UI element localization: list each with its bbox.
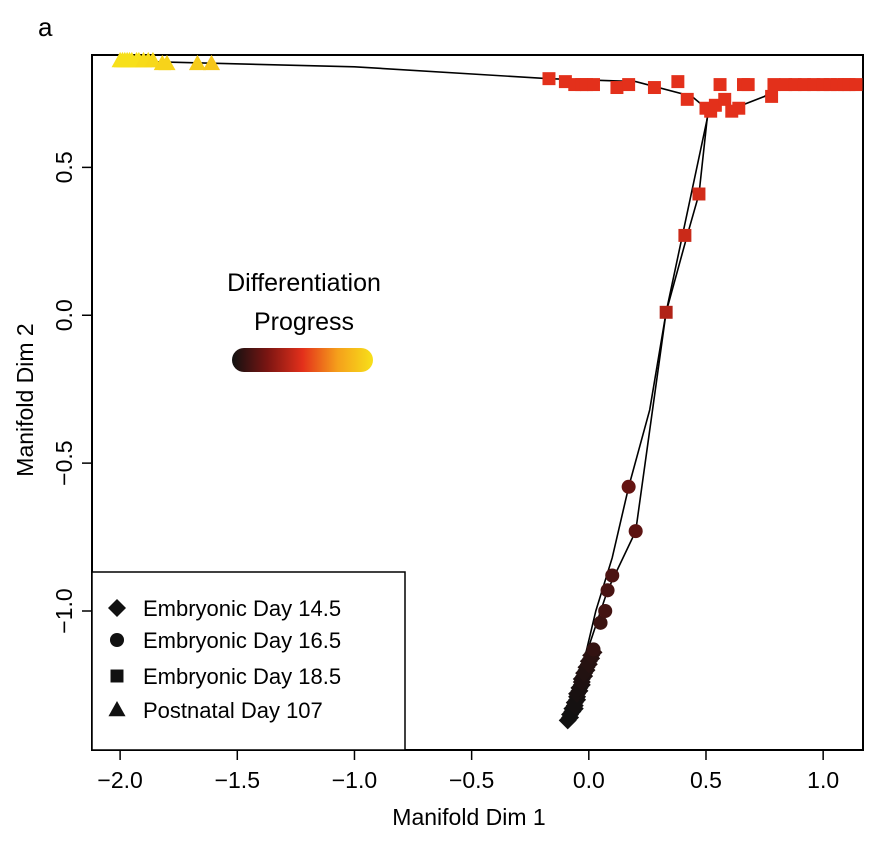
point-circle xyxy=(605,568,620,583)
point-square xyxy=(542,72,556,86)
legend-label-e14: Embryonic Day 14.5 xyxy=(143,596,341,621)
legend-marker-square xyxy=(110,669,124,683)
x-tick-label: −0.5 xyxy=(449,767,494,793)
x-tick-label: −1.0 xyxy=(332,767,377,793)
x-tick-label: −2.0 xyxy=(97,767,142,793)
x-tick-label: 1.0 xyxy=(807,767,839,793)
point-square xyxy=(713,78,727,92)
point-square xyxy=(610,81,624,95)
legend-box xyxy=(91,571,406,751)
legend-marker-triangle xyxy=(108,701,126,717)
legend-marker-diamond xyxy=(108,599,126,617)
point-triangle xyxy=(202,54,221,71)
trajectory-line-1 xyxy=(569,108,710,721)
y-tick-label: 0.0 xyxy=(51,299,77,331)
legend: Embryonic Day 14.5 Embryonic Day 16.5 Em… xyxy=(91,571,406,751)
y-axis-title: Manifold Dim 2 xyxy=(12,323,38,476)
point-square xyxy=(718,92,732,106)
x-axis: −2.0 −1.5 −1.0 −0.5 0.0 0.5 1.0 xyxy=(97,749,839,793)
legend-label-e18: Embryonic Day 18.5 xyxy=(143,664,341,689)
colorbar-bar xyxy=(232,348,373,372)
x-tick-label: 0.5 xyxy=(690,767,722,793)
colorbar: Differentiation Progress xyxy=(227,269,381,372)
legend-label-e16: Embryonic Day 16.5 xyxy=(143,628,341,653)
point-square xyxy=(622,78,636,92)
point-square xyxy=(765,89,779,103)
point-square xyxy=(587,78,600,92)
x-tick-label: −1.5 xyxy=(215,767,260,793)
point-triangle xyxy=(188,54,207,71)
point-circle xyxy=(621,479,636,494)
point-square xyxy=(767,78,781,92)
y-tick-label: 0.5 xyxy=(51,151,77,183)
point-square xyxy=(671,75,685,89)
point-circle xyxy=(586,642,601,657)
point-triangle xyxy=(144,51,162,68)
point-square xyxy=(741,78,755,92)
point-square xyxy=(659,305,673,319)
y-tick-label: −1.0 xyxy=(51,588,77,633)
y-tick-label: −0.5 xyxy=(51,440,77,485)
colorbar-title-line-1: Differentiation xyxy=(227,269,381,297)
point-square xyxy=(647,81,661,95)
colorbar-title-line-2: Progress xyxy=(254,308,354,336)
x-tick-label: 0.0 xyxy=(573,767,605,793)
y-axis: −1.0 −0.5 0.0 0.5 xyxy=(51,151,93,634)
point-circle xyxy=(600,583,615,598)
point-square xyxy=(732,101,746,115)
point-square xyxy=(680,92,694,106)
point-square xyxy=(678,228,692,242)
point-square xyxy=(692,187,706,201)
data-points xyxy=(111,51,863,730)
legend-markers xyxy=(108,599,126,717)
legend-label-p107: Postnatal Day 107 xyxy=(143,698,323,723)
x-axis-title: Manifold Dim 1 xyxy=(392,804,545,830)
point-triangle xyxy=(158,54,176,71)
point-circle xyxy=(628,524,643,539)
legend-marker-circle xyxy=(109,632,125,648)
panel-label: a xyxy=(38,12,53,42)
point-circle xyxy=(593,615,608,630)
point-circle xyxy=(598,603,613,619)
point-square xyxy=(849,78,863,92)
